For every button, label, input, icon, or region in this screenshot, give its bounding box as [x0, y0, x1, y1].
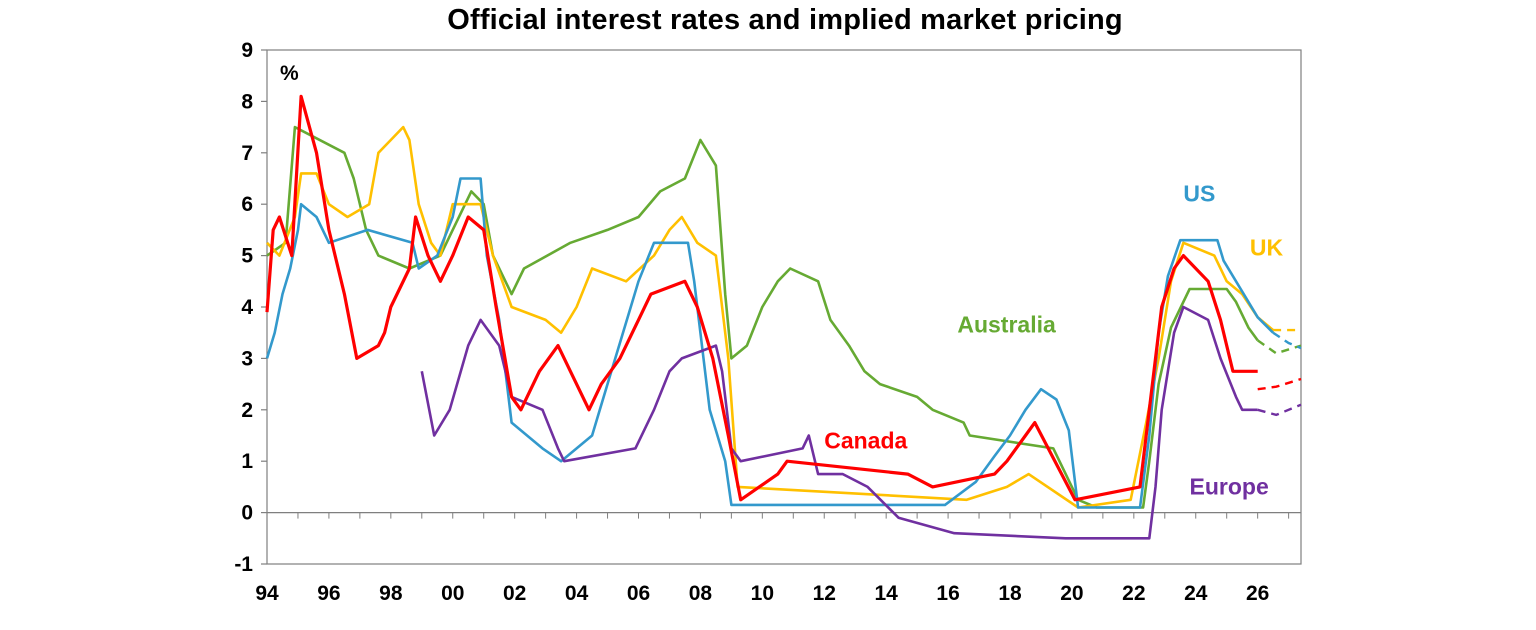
- series-line-canada: [265, 94, 1258, 502]
- x-tick-label: 20: [1060, 582, 1083, 605]
- x-tick-label: 98: [379, 582, 403, 605]
- y-tick-label: 3: [241, 347, 253, 370]
- series-line-us: [265, 177, 1275, 509]
- series-line-uk: [266, 125, 1274, 509]
- series-labels: US UK Australia Canada Europe: [824, 181, 1283, 500]
- x-tick-label: 96: [317, 582, 340, 605]
- projection-line-europe: [1257, 403, 1302, 417]
- x-tick-label: 06: [627, 582, 650, 605]
- y-tick-label: 0: [241, 502, 253, 525]
- series-label-us: US: [1183, 181, 1215, 207]
- y-tick-label: 6: [241, 193, 253, 216]
- projection-line-australia: [1257, 339, 1302, 355]
- x-tick-label: 04: [565, 582, 589, 605]
- x-tick-label: 02: [503, 582, 526, 605]
- x-tick-label: 10: [751, 582, 774, 605]
- y-tick-label: 4: [241, 296, 253, 319]
- series-label-europe: Europe: [1190, 474, 1269, 500]
- x-tick-label: 22: [1122, 582, 1145, 605]
- y-tick-label: -1: [234, 553, 253, 576]
- series-lines: [265, 94, 1302, 540]
- x-tick-label: 14: [874, 582, 898, 605]
- x-tick-label: 16: [936, 582, 959, 605]
- x-tick-label: 12: [813, 582, 836, 605]
- y-tick-label: 2: [241, 399, 253, 422]
- y-tick-label: 9: [241, 39, 253, 62]
- series-label-canada: Canada: [824, 427, 907, 453]
- x-tick-label: 26: [1246, 582, 1269, 605]
- y-tick-label: 8: [241, 90, 253, 113]
- y-tick-label: 7: [241, 142, 253, 165]
- x-tick-label: 94: [255, 582, 279, 605]
- projection-line-us: [1272, 331, 1302, 350]
- x-tick-label: 00: [441, 582, 464, 605]
- chart-title: Official interest rates and implied mark…: [447, 4, 1123, 36]
- x-tick-label: 24: [1184, 582, 1208, 605]
- x-tick-label: 08: [689, 582, 713, 605]
- y-unit-label: %: [280, 62, 299, 85]
- y-tick-label: 1: [241, 450, 253, 473]
- series-label-australia: Australia: [957, 312, 1056, 338]
- y-tick-label: 5: [241, 245, 253, 268]
- projection-line-canada: [1257, 377, 1302, 391]
- x-tick-label: 18: [998, 582, 1022, 605]
- series-label-uk: UK: [1250, 235, 1284, 261]
